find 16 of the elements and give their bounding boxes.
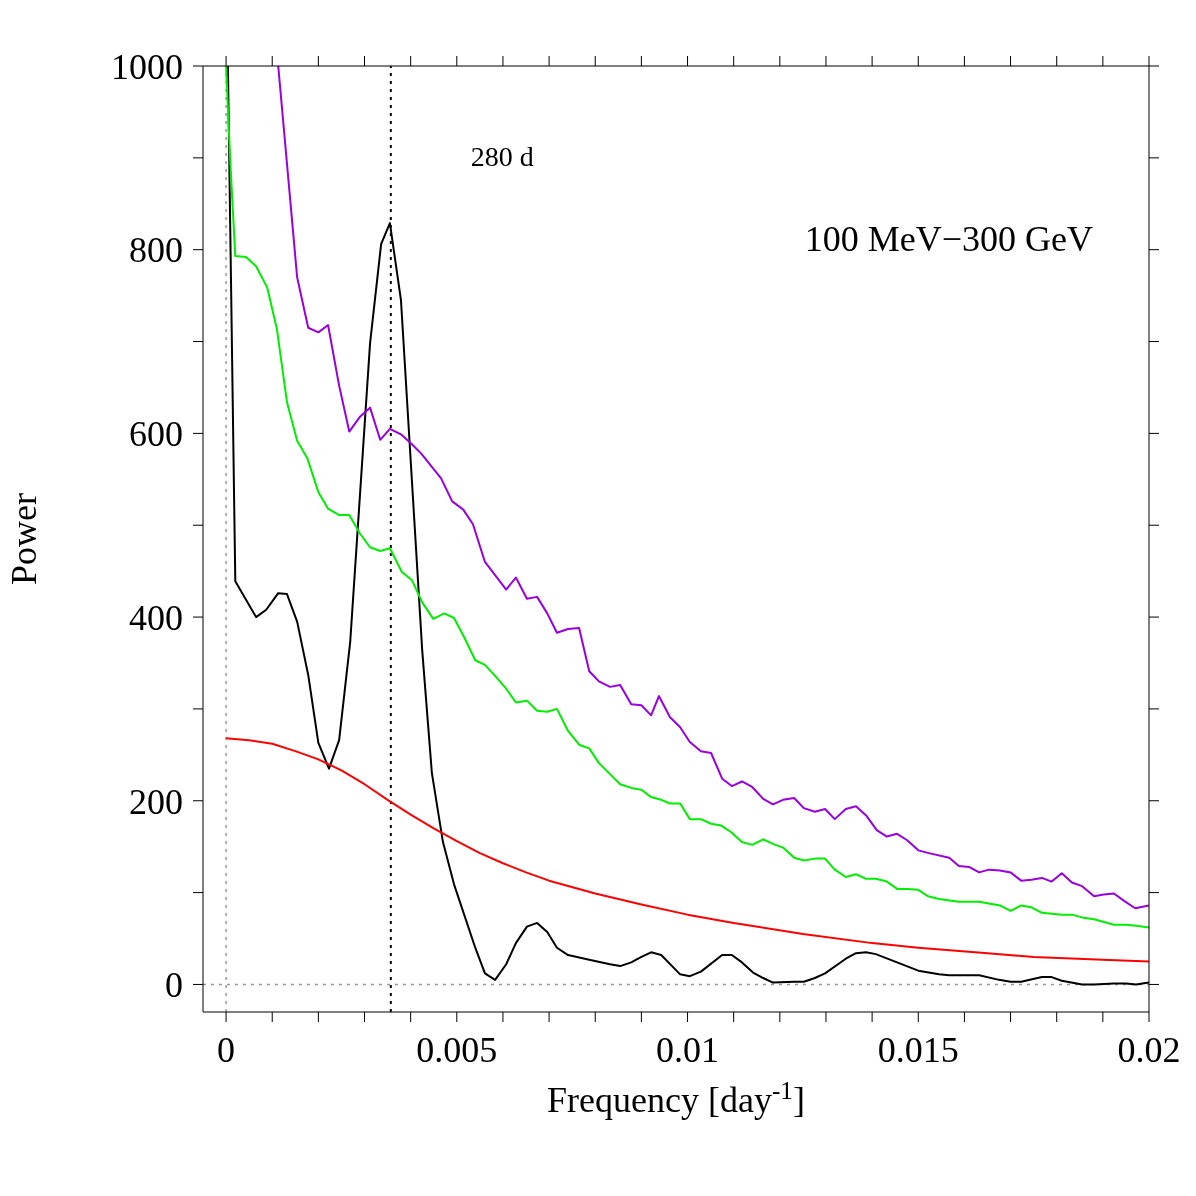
line-series [225,737,1149,963]
y-tick-label: 1000 [111,46,183,87]
y-tick-label: 0 [165,965,183,1006]
x-axis-title: Frequency [day$^{-1}$] [547,1076,805,1120]
x-tick-label: 0.015 [877,1029,959,1070]
x-tick-label: 0.01 [656,1029,720,1070]
annotation: 100 MeV−300 GeV [804,218,1093,260]
ref-line-label: 280 d [470,140,534,172]
x-tick-label: 0.02 [1117,1029,1181,1070]
x-tick-label: 0 [217,1029,236,1070]
x-tick-label: 0.005 [416,1029,498,1070]
y-tick-label: 400 [129,597,183,638]
y-tick-label: 600 [129,414,183,455]
y-tick-label: 200 [129,781,183,822]
y-axis-title: Power [3,493,44,585]
y-tick-label: 800 [129,230,183,271]
